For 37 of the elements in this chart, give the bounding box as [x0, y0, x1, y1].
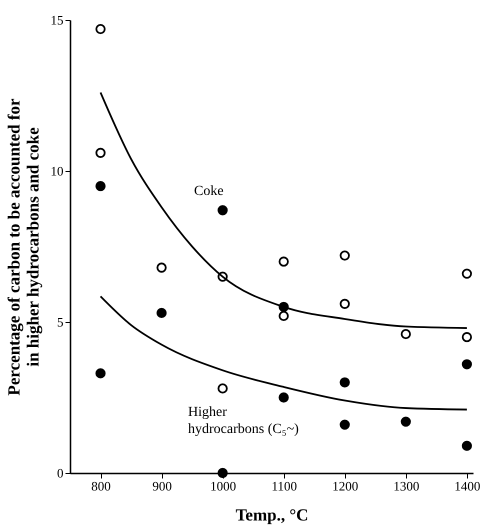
point [462, 440, 472, 451]
x-tick-label: 1400 [454, 478, 480, 494]
x-tick-label: 1100 [271, 478, 297, 494]
annotation: Higher hydrocarbons (C₅~) [188, 405, 300, 437]
point [340, 298, 350, 309]
x-tick-label: 800 [91, 478, 111, 494]
point [400, 416, 411, 427]
point [278, 392, 289, 403]
x-tick-label: 1000 [210, 478, 236, 494]
point [156, 262, 167, 273]
annotation: Coke [194, 184, 224, 199]
point [278, 256, 289, 267]
point [278, 310, 289, 322]
point [340, 377, 350, 388]
point [340, 420, 350, 430]
point [340, 250, 350, 261]
y-tick-label: 0 [57, 466, 64, 480]
y-axis-title: Percentage of carbon to be accounted for in higher hydrocarbons and coke [4, 98, 42, 396]
x-tick-label: 1300 [393, 478, 420, 494]
point [218, 383, 228, 394]
point [95, 148, 106, 158]
point [218, 468, 228, 478]
point [462, 332, 472, 342]
point [95, 24, 106, 34]
point [218, 205, 228, 216]
point [462, 359, 472, 370]
y-tick-label: 15 [50, 12, 64, 28]
y-tick-label: 5 [57, 314, 64, 330]
y-tick-label: 10 [50, 164, 64, 178]
x-tick-label: 900 [152, 478, 172, 494]
point [95, 181, 106, 192]
point [400, 329, 411, 340]
point [95, 368, 106, 378]
point [156, 308, 167, 318]
x-axis-title: Temp., °C [236, 506, 308, 524]
point [462, 268, 472, 279]
x-tick-label: 1200 [332, 478, 358, 494]
